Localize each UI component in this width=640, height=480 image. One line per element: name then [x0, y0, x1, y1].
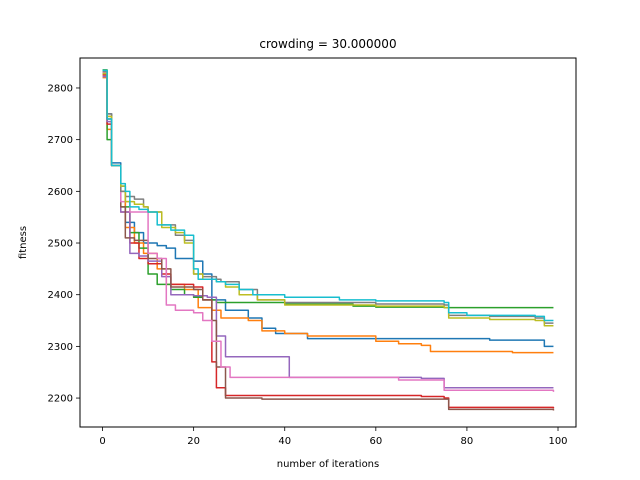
series-layer [102, 69, 555, 411]
x-tick-label: 0 [99, 436, 105, 447]
x-tick-label: 80 [461, 436, 474, 447]
y-tick-label: 2400 [48, 290, 73, 301]
x-tick-label: 20 [187, 436, 200, 447]
y-tick-label: 2300 [48, 342, 73, 353]
x-axis: 0 20 40 60 80 100 [99, 427, 568, 447]
y-tick-label: 2500 [48, 239, 73, 250]
plot-frame [79, 57, 577, 428]
y-axis-label: fitness [18, 226, 29, 259]
y-tick-label: 2200 [48, 394, 73, 405]
y-axis: 2200 2300 2400 2500 2600 2700 2800 [48, 83, 80, 405]
x-tick-label: 100 [548, 436, 567, 447]
x-tick-label: 40 [278, 436, 291, 447]
series-line-7 [102, 71, 555, 392]
y-tick-label: 2600 [48, 187, 73, 198]
x-axis-label: number of iterations [277, 459, 379, 470]
chart-title: crowding = 30.000000 [259, 37, 396, 51]
y-tick-label: 2700 [48, 135, 73, 146]
series-line-10 [102, 69, 554, 322]
x-tick-label: 60 [369, 436, 382, 447]
y-tick-label: 2800 [48, 83, 73, 94]
